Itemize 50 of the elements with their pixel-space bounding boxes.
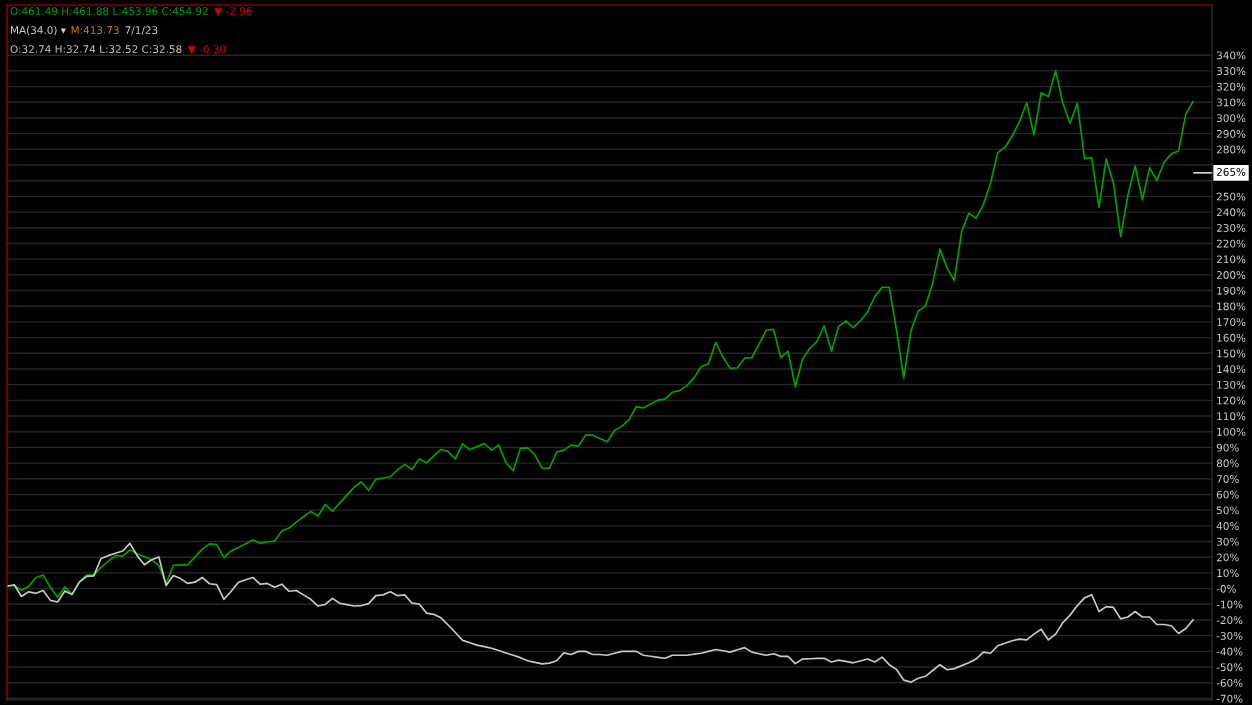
y-tick-label: -0% [1216,584,1236,593]
line-series [7,542,1194,683]
y-tick-label: -10% [1216,600,1243,609]
y-tick-label: -30% [1216,631,1243,640]
annotation: M:413.73 [71,26,119,35]
y-tick-label: 20% [1216,553,1239,562]
y-tick-label: 340% [1216,51,1246,60]
y-tick-label: 90% [1216,443,1239,452]
y-tick-label: 30% [1216,537,1239,546]
y-tick-label: 140% [1217,365,1246,374]
y-tick-label: 220% [1216,239,1246,248]
annotation: ▼ -2.96 [214,7,252,17]
y-tick-label: 180% [1217,302,1246,311]
ref-line-label: 265% [1216,168,1246,176]
y-tick-label: 330% [1216,67,1246,75]
y-tick-label: -70% [1216,694,1243,703]
y-tick-label: 70% [1217,475,1239,483]
y-tick-label: 50% [1216,506,1239,515]
y-tick-label: -40% [1216,647,1243,656]
y-tick-label: 80% [1216,459,1239,468]
annotation: 7/1/23 [125,26,158,35]
y-tick-label: 40% [1216,522,1239,530]
annotation: O:461.49 H:461.88 L:453.96 C:454.92 [10,7,208,16]
y-tick-label: 120% [1217,396,1246,405]
y-tick-label: 290% [1216,129,1246,138]
y-tick-label: 310% [1216,98,1246,107]
y-tick-label: 240% [1216,208,1246,217]
y-tick-label: 150% [1217,349,1246,358]
y-tick-label: 320% [1216,82,1246,91]
y-tick-label: 300% [1216,114,1246,123]
y-tick-label: 190% [1217,286,1246,295]
y-tick-label: 130% [1217,380,1246,389]
y-tick-label: 10% [1217,569,1239,578]
y-tick-label: 200% [1216,271,1246,279]
y-tick-label: -20% [1216,616,1243,625]
annotation: O:32.74 H:32.74 L:32.52 C:32.58 [10,45,182,54]
y-tick-label: 110% [1217,412,1246,421]
y-tick-label: 100% [1217,427,1246,436]
line-series [7,69,1194,599]
y-tick-label: 60% [1216,490,1239,499]
y-tick-label: 250% [1216,192,1246,201]
y-tick-label: 280% [1216,145,1246,154]
y-tick-label: 160% [1217,333,1246,342]
y-tick-label: -60% [1216,678,1243,687]
y-tick-label: 230% [1216,224,1246,232]
annotation: ▼ -0.30 [187,45,226,55]
y-tick-label: 170% [1217,318,1246,327]
y-tick-label: -50% [1216,663,1243,672]
annotation: MA(34.0) ▾ [11,25,66,36]
y-tick-label: 210% [1216,255,1246,264]
